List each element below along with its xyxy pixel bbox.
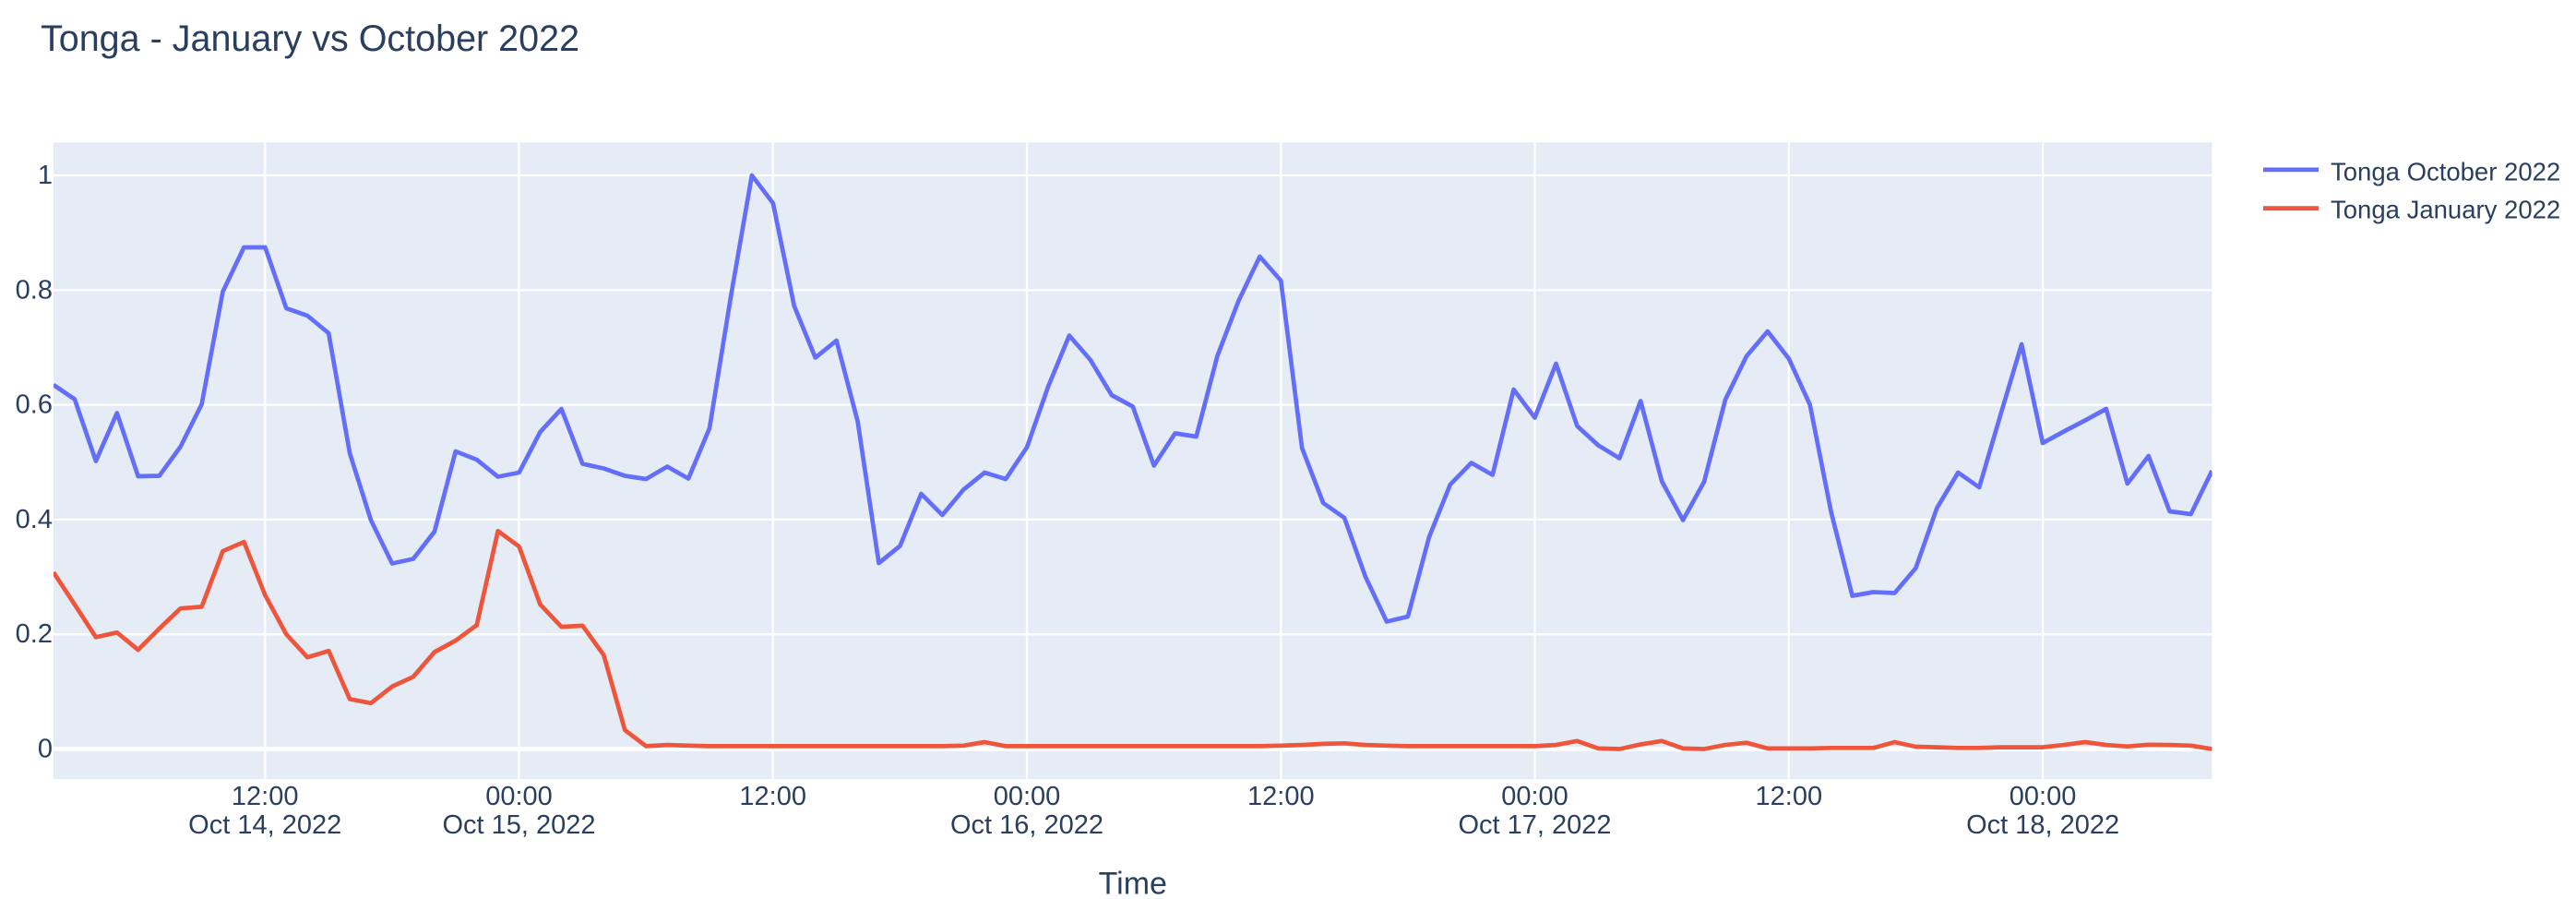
svg-text:12:00: 12:00 <box>232 782 299 811</box>
svg-text:Tonga January 2022: Tonga January 2022 <box>2331 195 2560 223</box>
svg-text:00:00: 00:00 <box>1501 782 1568 811</box>
svg-text:Tonga - January vs October 202: Tonga - January vs October 2022 <box>41 18 579 59</box>
svg-text:12:00: 12:00 <box>739 782 806 811</box>
svg-text:Tonga October 2022: Tonga October 2022 <box>2331 157 2560 186</box>
svg-text:00:00: 00:00 <box>2010 782 2077 811</box>
svg-text:Oct 18, 2022: Oct 18, 2022 <box>1966 810 2119 840</box>
svg-text:Oct 15, 2022: Oct 15, 2022 <box>442 810 595 840</box>
svg-text:12:00: 12:00 <box>1247 782 1315 811</box>
svg-text:0.6: 0.6 <box>16 390 53 420</box>
svg-text:0.8: 0.8 <box>16 275 53 305</box>
svg-text:12:00: 12:00 <box>1756 782 1823 811</box>
svg-text:Time: Time <box>1099 867 1167 899</box>
svg-text:0.2: 0.2 <box>16 619 53 649</box>
svg-text:Oct 16, 2022: Oct 16, 2022 <box>950 810 1103 840</box>
svg-text:Oct 14, 2022: Oct 14, 2022 <box>188 810 341 840</box>
svg-text:Oct 17, 2022: Oct 17, 2022 <box>1458 810 1611 840</box>
svg-text:0: 0 <box>38 735 53 764</box>
svg-text:1: 1 <box>38 161 53 190</box>
svg-text:00:00: 00:00 <box>485 782 553 811</box>
svg-text:00:00: 00:00 <box>994 782 1061 811</box>
svg-text:0.4: 0.4 <box>16 505 53 534</box>
